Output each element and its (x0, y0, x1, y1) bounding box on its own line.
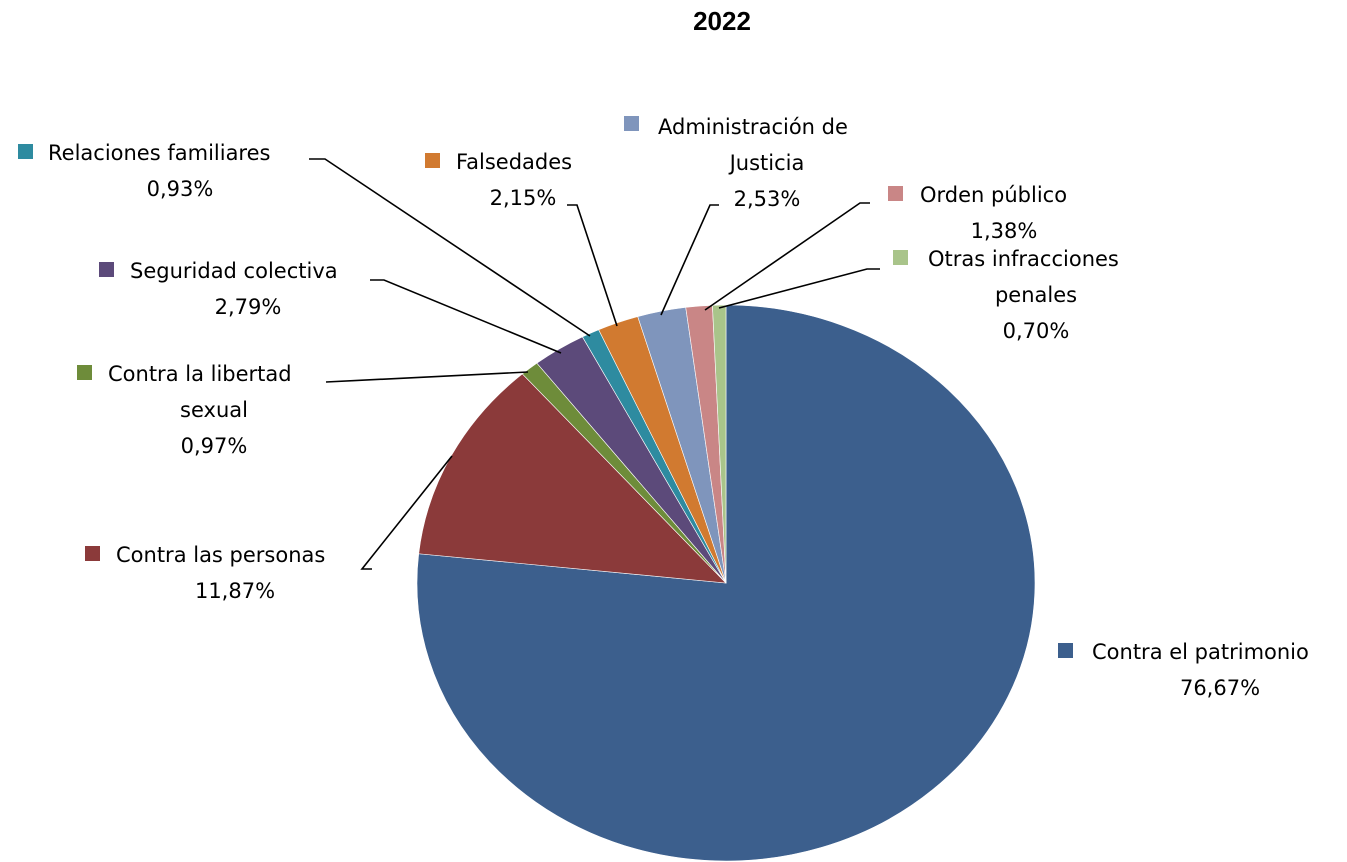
legend-key (99, 262, 114, 277)
chart-title: 2022 (693, 6, 751, 36)
slice-value-label: 2,53% (734, 187, 801, 211)
legend-key (18, 144, 33, 159)
leader-lines (309, 158, 880, 570)
slice-value-label: 76,67% (1180, 676, 1260, 700)
slice-label: penales (995, 283, 1077, 307)
slice-label: Justicia (728, 151, 805, 175)
slice-value-label: 0,93% (147, 177, 214, 201)
leader-line (370, 279, 562, 354)
slice-value-label: 0,97% (181, 434, 248, 458)
leader-line (660, 204, 719, 316)
leader-line (325, 371, 529, 383)
legend-key (77, 365, 92, 380)
slice-labels: Contra el patrimonio 76,67% Contra las per… (18, 115, 1309, 700)
slice-label: Contra la libertad (108, 362, 292, 386)
leader-line (360, 455, 453, 570)
leader-line (704, 202, 870, 311)
slice-label: Falsedades (456, 150, 572, 174)
slice-value-label: 1,38% (971, 219, 1038, 243)
pie-slice (418, 373, 727, 584)
slice-label: Seguridad colectiva (130, 259, 338, 283)
legend-key (425, 153, 440, 168)
slice-label: sexual (180, 398, 248, 422)
legend-key (888, 186, 903, 201)
leader-line (567, 204, 618, 327)
legend-key (893, 250, 908, 265)
slice-value-label: 11,87% (195, 579, 275, 603)
slice-value-label: 0,70% (1003, 319, 1070, 343)
slice-label: Contra el patrimonio (1092, 640, 1309, 664)
slice-label: Orden público (920, 183, 1067, 207)
slice-value-label: 2,15% (490, 186, 557, 210)
pie-slices (416, 304, 1036, 862)
slice-label: Relaciones familiares (48, 141, 270, 165)
slice-value-label: 2,79% (215, 295, 282, 319)
legend-key (85, 546, 100, 561)
slice-label: Contra las personas (116, 543, 325, 567)
legend-key (1058, 643, 1073, 658)
leader-line (718, 268, 880, 309)
pie-slice (416, 304, 1036, 862)
leader-line (309, 158, 591, 337)
slice-label: Administración de (658, 115, 848, 139)
legend-key (624, 116, 639, 131)
slice-label: Otras infracciones (928, 247, 1119, 271)
